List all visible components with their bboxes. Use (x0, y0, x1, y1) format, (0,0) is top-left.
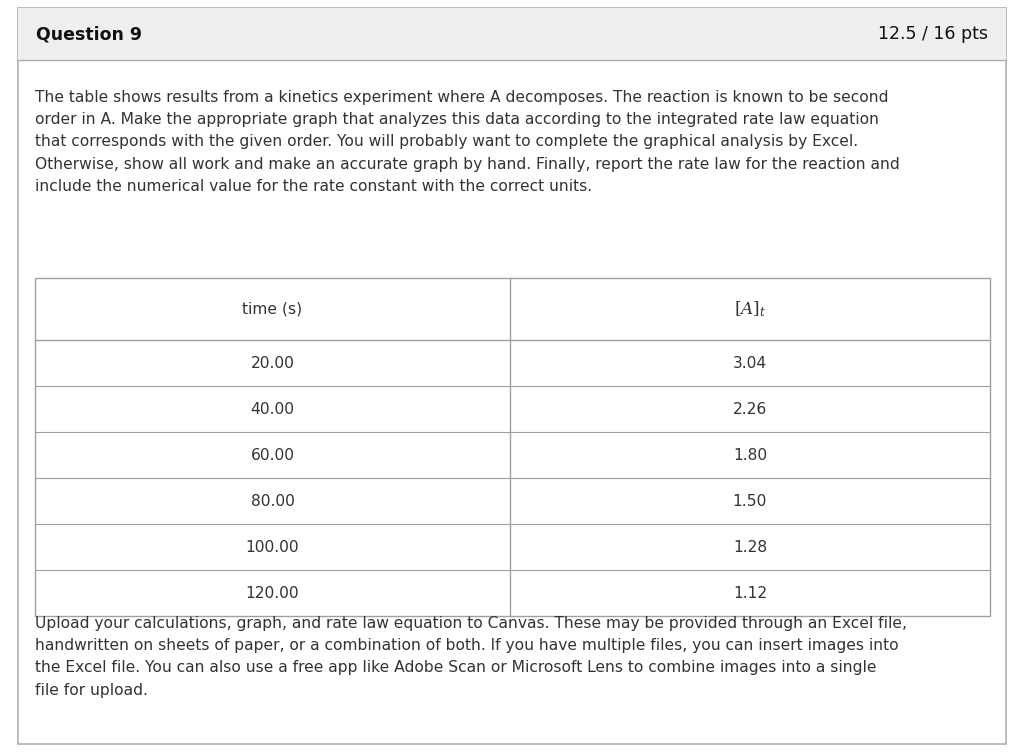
Text: 3.04: 3.04 (733, 356, 767, 371)
Text: 60.00: 60.00 (251, 447, 295, 462)
Text: 40.00: 40.00 (251, 402, 295, 417)
Text: 1.12: 1.12 (733, 586, 767, 601)
Text: 120.00: 120.00 (246, 586, 299, 601)
Text: 1.28: 1.28 (733, 539, 767, 554)
Bar (35, 278, 990, 616)
Text: $[A]_t$: $[A]_t$ (734, 299, 766, 319)
Text: Upload your calculations, graph, and rate law equation to Canvas. These may be p: Upload your calculations, graph, and rat… (35, 616, 907, 698)
Text: time (s): time (s) (243, 302, 302, 317)
Text: 20.00: 20.00 (251, 356, 295, 371)
Text: The table shows results from a kinetics experiment where A decomposes. The react: The table shows results from a kinetics … (35, 90, 900, 194)
Text: 1.50: 1.50 (733, 493, 767, 508)
Bar (18, 8, 1006, 60)
Text: 80.00: 80.00 (251, 493, 295, 508)
Text: 100.00: 100.00 (246, 539, 299, 554)
Text: Question 9: Question 9 (36, 25, 142, 43)
Text: 2.26: 2.26 (733, 402, 767, 417)
Text: 12.5 / 16 pts: 12.5 / 16 pts (878, 25, 988, 43)
Text: 1.80: 1.80 (733, 447, 767, 462)
